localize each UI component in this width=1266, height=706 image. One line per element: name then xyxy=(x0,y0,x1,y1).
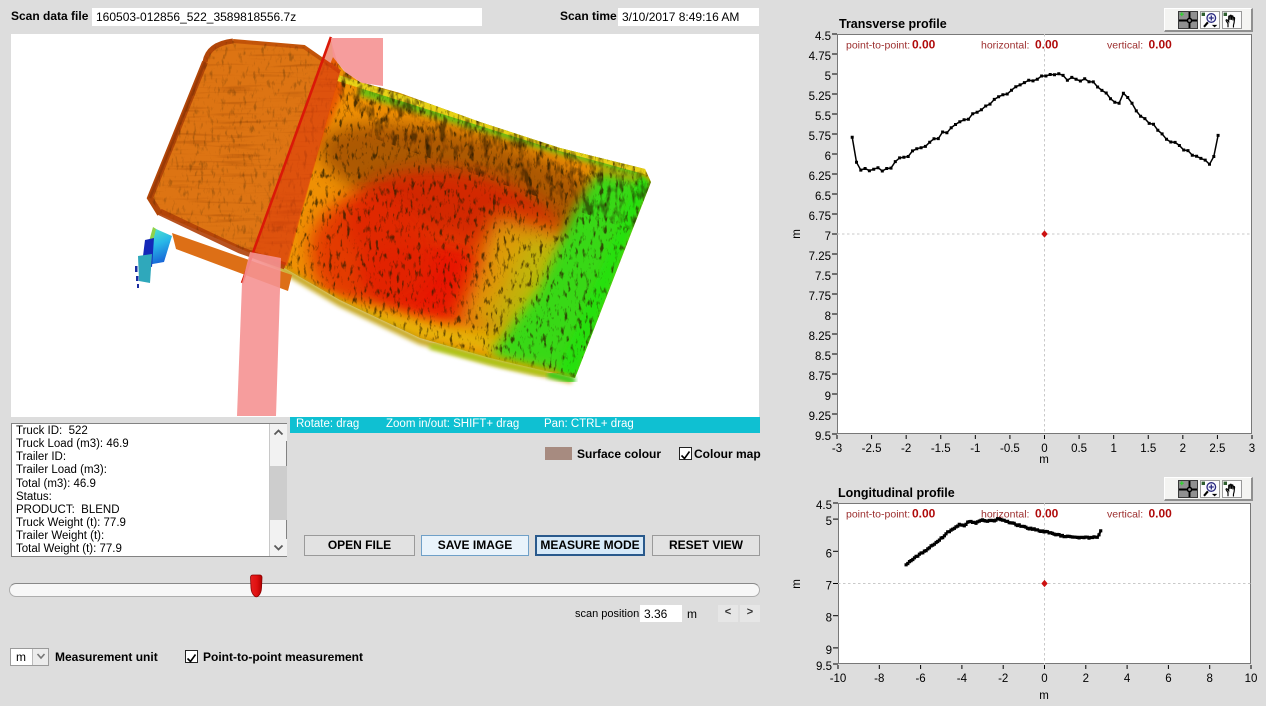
svg-text:-2.5: -2.5 xyxy=(862,443,882,455)
svg-text:1.5: 1.5 xyxy=(1140,443,1156,455)
svg-text:vertical:: vertical: xyxy=(1107,40,1143,52)
svg-text:4.5: 4.5 xyxy=(816,500,832,512)
svg-text:0.00: 0.00 xyxy=(1149,507,1173,521)
svg-text:0: 0 xyxy=(1041,673,1047,685)
svg-text:-6: -6 xyxy=(915,673,925,685)
svg-text:2: 2 xyxy=(1083,673,1089,685)
svg-text:6: 6 xyxy=(825,151,831,163)
svg-text:vertical:: vertical: xyxy=(1107,509,1143,521)
svg-text:8: 8 xyxy=(826,613,832,625)
svg-text:6: 6 xyxy=(1165,673,1171,685)
svg-text:point-to-point:: point-to-point: xyxy=(846,40,910,52)
svg-text:6.25: 6.25 xyxy=(809,171,831,183)
svg-text:1: 1 xyxy=(1110,443,1116,455)
svg-text:m: m xyxy=(791,579,803,589)
svg-text:9: 9 xyxy=(826,645,832,657)
svg-text:9.5: 9.5 xyxy=(815,431,831,443)
svg-text:2.5: 2.5 xyxy=(1209,443,1225,455)
svg-text:0.00: 0.00 xyxy=(1035,507,1059,521)
svg-text:4.75: 4.75 xyxy=(809,51,831,63)
svg-text:0.00: 0.00 xyxy=(1149,38,1173,52)
svg-text:-1.5: -1.5 xyxy=(931,443,951,455)
svg-text:2: 2 xyxy=(1180,443,1186,455)
svg-text:5.5: 5.5 xyxy=(815,111,831,123)
svg-text:-8: -8 xyxy=(874,673,884,685)
svg-text:7: 7 xyxy=(826,581,832,593)
svg-text:m: m xyxy=(791,229,803,239)
svg-text:-2: -2 xyxy=(901,443,911,455)
svg-text:5: 5 xyxy=(825,71,831,83)
svg-text:7.75: 7.75 xyxy=(809,291,831,303)
svg-text:0.00: 0.00 xyxy=(912,38,936,52)
svg-text:4: 4 xyxy=(1124,673,1131,685)
svg-text:0.5: 0.5 xyxy=(1071,443,1087,455)
svg-text:8.5: 8.5 xyxy=(815,351,831,363)
svg-text:6.5: 6.5 xyxy=(815,191,831,203)
svg-text:-1: -1 xyxy=(970,443,980,455)
svg-text:0.00: 0.00 xyxy=(912,507,936,521)
svg-text:Transverse profile: Transverse profile xyxy=(839,17,947,31)
svg-text:6: 6 xyxy=(826,548,832,560)
svg-text:8.25: 8.25 xyxy=(809,331,831,343)
svg-text:horizontal:: horizontal: xyxy=(981,40,1029,52)
svg-text:4.5: 4.5 xyxy=(815,31,831,43)
svg-text:8: 8 xyxy=(1206,673,1212,685)
svg-text:7.25: 7.25 xyxy=(809,251,831,263)
svg-text:6.75: 6.75 xyxy=(809,211,831,223)
svg-text:-0.5: -0.5 xyxy=(1000,443,1020,455)
svg-text:Longitudinal profile: Longitudinal profile xyxy=(838,486,955,500)
svg-text:7: 7 xyxy=(825,231,831,243)
svg-text:m: m xyxy=(1039,454,1049,466)
svg-text:9.25: 9.25 xyxy=(809,411,831,423)
svg-text:8.75: 8.75 xyxy=(809,371,831,383)
svg-text:9.5: 9.5 xyxy=(816,661,832,673)
svg-text:m: m xyxy=(1039,690,1049,702)
svg-text:3: 3 xyxy=(1249,443,1255,455)
svg-text:-10: -10 xyxy=(830,673,847,685)
svg-text:-2: -2 xyxy=(998,673,1008,685)
svg-text:8: 8 xyxy=(825,311,831,323)
svg-text:9: 9 xyxy=(825,391,831,403)
svg-text:horizontal:: horizontal: xyxy=(981,509,1029,521)
svg-text:0.00: 0.00 xyxy=(1035,38,1059,52)
svg-text:10: 10 xyxy=(1245,673,1258,685)
svg-text:5.25: 5.25 xyxy=(809,91,831,103)
svg-text:7.5: 7.5 xyxy=(815,271,831,283)
svg-text:point-to-point:: point-to-point: xyxy=(846,509,910,521)
svg-text:5.75: 5.75 xyxy=(809,131,831,143)
svg-text:5: 5 xyxy=(826,516,832,528)
svg-text:0: 0 xyxy=(1041,443,1047,455)
svg-text:-3: -3 xyxy=(832,443,842,455)
svg-text:-4: -4 xyxy=(957,673,968,685)
